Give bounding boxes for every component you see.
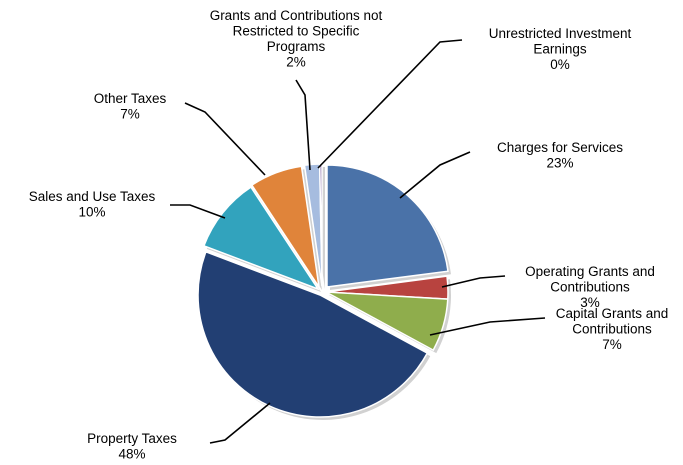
slice-name-line: Grants and Contributions not: [210, 8, 383, 23]
slice-percent-3: 7%: [602, 337, 622, 352]
slice-percent-4: 48%: [118, 447, 145, 462]
slice-name-line: Unrestricted Investment: [489, 26, 632, 41]
slice-percent-8: 0%: [550, 57, 570, 72]
leader-line-4: [209, 402, 271, 444]
slice-name-line: Operating Grants and: [525, 264, 655, 279]
slice-name-line: Restricted to Specific: [233, 24, 360, 39]
slice-percent-2: 3%: [580, 295, 600, 310]
slice-percent-1: 23%: [546, 156, 573, 171]
slice-name-line: Other Taxes: [94, 91, 167, 106]
leader-line-3: [429, 317, 546, 336]
leader-line-5: [170, 204, 226, 219]
slice-name-line: Capital Grants and: [556, 306, 669, 321]
pie-slice-4: [197, 250, 429, 418]
slice-name-line: Contributions: [572, 322, 652, 337]
pie-slice-3: [325, 291, 449, 352]
slice-name-line: Charges for Services: [497, 140, 623, 155]
slice-percent-6: 7%: [120, 107, 140, 122]
slice-name-line: Property Taxes: [87, 431, 177, 446]
leader-line-6: [184, 102, 266, 176]
slice-name-line: Sales and Use Taxes: [29, 189, 156, 204]
slice-name-line: Contributions: [550, 280, 630, 295]
slice-label-4: Property Taxes 48%: [87, 431, 177, 462]
pie-slice-1: [326, 164, 449, 288]
slice-label-8: Unrestricted Investment Earnings 0%: [489, 26, 632, 72]
slice-label-3: Capital Grants and Contributions 7%: [556, 306, 669, 352]
slice-label-2: Operating Grants and Contributions 3%: [525, 264, 655, 310]
leader-line-1: [399, 151, 471, 199]
slice-name-line: Programs: [267, 39, 326, 54]
slice-label-1: Charges for Services 23%: [497, 140, 623, 171]
leader-line-8: [317, 39, 463, 169]
slice-percent-5: 10%: [78, 205, 105, 220]
pie-slice-5: [202, 186, 320, 291]
leader-line-7: [295, 79, 311, 171]
slice-label-7: Grants and Contributions not Restricted t…: [210, 8, 383, 70]
slice-percent-7: 2%: [286, 55, 306, 70]
pie-slice-6: [250, 165, 320, 288]
slice-name-line: Earnings: [533, 42, 587, 57]
slice-label-5: Sales and Use Taxes 10%: [29, 189, 156, 220]
leader-line-2: [441, 275, 506, 288]
slice-label-6: Other Taxes 7%: [94, 91, 167, 122]
